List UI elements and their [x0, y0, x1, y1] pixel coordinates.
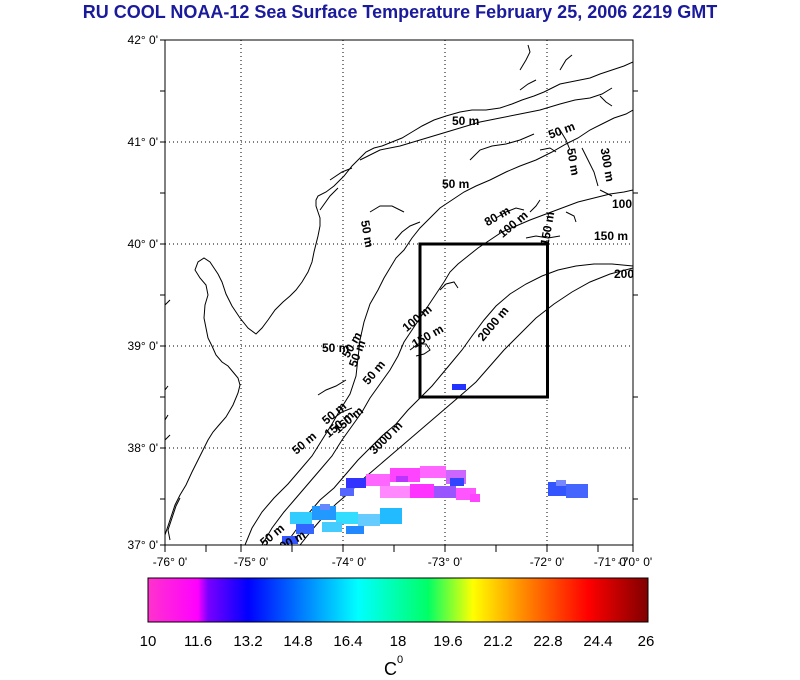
lon-label: -73° 0'	[428, 555, 462, 569]
contour-label: 300 m	[598, 147, 618, 183]
contour-label: 50 m	[442, 177, 469, 191]
map-title: RU COOL NOAA-12 Sea Surface Temperature …	[82, 2, 718, 22]
lat-label: 37° 0'	[128, 538, 158, 552]
study-region-box	[418, 242, 549, 399]
lat-label: 40° 0'	[128, 237, 158, 251]
contour-label: 150 m	[594, 229, 628, 243]
colorbar-tick: 11.6	[184, 633, 212, 650]
lon-label: -70° 0'	[618, 555, 652, 569]
colorbar-unit: C	[384, 659, 397, 679]
colorbar-tick: 10	[140, 633, 157, 650]
lat-label: 42° 0'	[128, 33, 158, 47]
contour-label: 100 m	[612, 197, 646, 211]
colorbar-unit-superscript: 0	[397, 654, 403, 666]
tick-marks	[160, 39, 638, 552]
contour-label: 50 m	[358, 219, 377, 248]
colorbar-tick: 21.2	[483, 633, 512, 650]
coastline	[165, 44, 633, 541]
map-frame	[164, 39, 634, 546]
sst-patches	[282, 384, 588, 544]
colorbar-tick: 18	[390, 633, 407, 650]
colorbar-tick: 22.8	[533, 633, 562, 650]
lon-label: -72° 0'	[530, 555, 564, 569]
colorbar	[147, 577, 649, 623]
contour-label: 50 m	[452, 114, 479, 128]
lat-label: 41° 0'	[128, 135, 158, 149]
latitude-labels: 42° 0' 41° 0' 40° 0' 39° 0' 38° 0' 37° 0…	[128, 33, 158, 552]
lat-label: 38° 0'	[128, 441, 158, 455]
colorbar-tick: 13.2	[233, 633, 262, 650]
contour-label: 50 m	[564, 147, 583, 176]
lon-label: -74° 0'	[332, 555, 366, 569]
lat-label: 39° 0'	[128, 339, 158, 353]
colorbar-tick: 16.4	[333, 633, 362, 650]
lon-label: -71° 0'	[594, 555, 628, 569]
colorbar-tick: 14.8	[283, 633, 312, 650]
lon-label: -75° 0'	[234, 555, 268, 569]
contour-label: 150 m	[538, 211, 558, 247]
contour-label: 200	[614, 267, 634, 281]
contour-label: 50 m	[322, 341, 349, 355]
longitude-labels: -76° 0' -75° 0' -74° 0' -73° 0' -72° 0' …	[153, 555, 652, 569]
lon-label: -76° 0'	[153, 555, 187, 569]
colorbar-tick: 24.4	[583, 633, 612, 650]
colorbar-tick: 26	[638, 633, 655, 650]
colorbar-tick: 19.6	[433, 633, 462, 650]
colorbar-ticks: 10 11.6 13.2 14.8 16.4 18 19.6 21.2 22.8…	[140, 633, 655, 650]
